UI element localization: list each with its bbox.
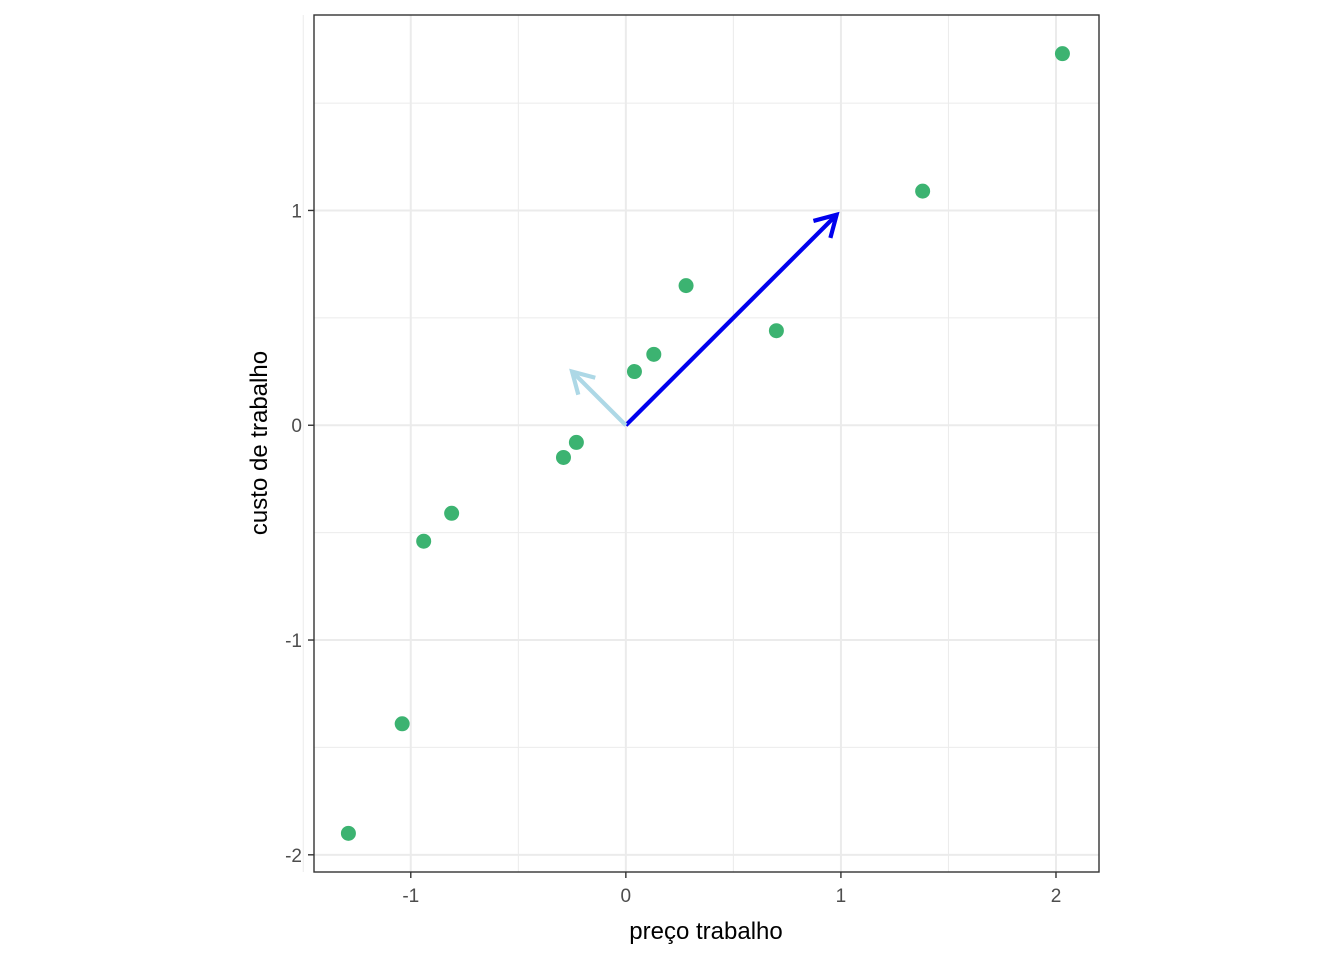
y-tick-label: 0: [291, 416, 302, 437]
data-point: [416, 533, 432, 549]
axis-layer: -1 0 1 2 -2 -1 0 1: [285, 201, 1061, 907]
x-tick-label: -1: [402, 886, 419, 907]
arrow-shaft: [624, 213, 839, 427]
data-point: [394, 716, 410, 732]
point-layer: [340, 46, 1070, 841]
y-tick-label: -1: [285, 631, 302, 652]
arrow-shaft: [570, 370, 628, 427]
arrow-layer: [569, 211, 840, 427]
y-axis-title: custo de trabalho: [246, 351, 273, 535]
arrow-head: [812, 211, 840, 239]
data-point: [444, 505, 460, 521]
data-point: [1054, 46, 1070, 62]
data-point: [768, 323, 784, 339]
data-point: [568, 434, 584, 450]
panel-border: [313, 14, 1100, 873]
data-point: [555, 449, 571, 465]
data-point: [678, 278, 694, 294]
secondary-vector-arrow: [569, 368, 628, 427]
x-tick-label: 0: [621, 886, 632, 907]
data-point: [340, 825, 356, 841]
arrow-head: [569, 368, 596, 396]
data-point: [915, 183, 931, 199]
y-tick-label: -2: [285, 846, 302, 867]
grid-layer: [302, 15, 1099, 872]
x-tick-label: 1: [836, 886, 847, 907]
principal-vector-arrow: [624, 211, 840, 427]
x-tick-label: 2: [1051, 886, 1062, 907]
data-point: [646, 346, 662, 362]
y-tick-label: 1: [291, 201, 302, 222]
data-point: [626, 364, 642, 380]
x-axis-title: preço trabalho: [629, 918, 782, 945]
